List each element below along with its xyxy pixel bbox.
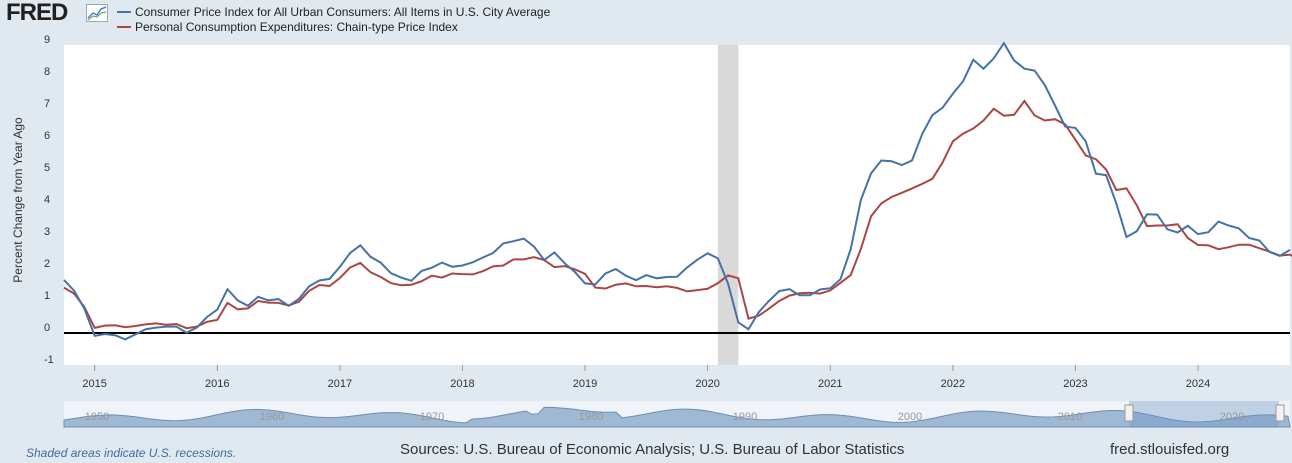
x-tick-label: 2016	[205, 378, 229, 390]
chart[interactable]: -1 0 1 2 3 4 5 6 7 8 9 2015 2016 2017 2018 2019 2020 202…	[0, 0, 1292, 440]
legend-label-pce: Personal Consumption Expenditures: Chain…	[135, 20, 458, 34]
legend-swatch-cpi	[117, 10, 131, 13]
recession-note: Shaded areas indicate U.S. recessions.	[26, 446, 237, 460]
y-tick-label: 3	[44, 226, 50, 238]
legend-label-cpi: Consumer Price Index for All Urban Consu…	[135, 5, 551, 19]
chart-line-icon	[86, 4, 108, 22]
x-tick-label: 2021	[818, 378, 842, 390]
navigator-handle-left[interactable]	[1124, 404, 1134, 422]
x-tick-label: 2024	[1186, 378, 1210, 390]
y-tick-label: 9	[44, 34, 50, 46]
navigator-tick-label: 1980	[579, 411, 603, 423]
site-link[interactable]: fred.stlouisfed.org	[1110, 441, 1230, 458]
navigator-tick-label: 1990	[733, 411, 757, 423]
navigator-tick-label: 2020	[1220, 411, 1244, 423]
navigator-selection[interactable]	[1129, 401, 1279, 427]
y-tick-label: 6	[44, 130, 50, 142]
legend-swatch-pce	[117, 25, 131, 28]
x-tick-label: 2019	[573, 378, 597, 390]
legend-item-cpi[interactable]: Consumer Price Index for All Urban Consu…	[117, 5, 550, 19]
x-tick-label: 2018	[450, 378, 474, 390]
y-tick-label: -1	[44, 354, 54, 366]
navigator-tick-label: 1960	[260, 411, 284, 423]
plot-background	[64, 45, 1290, 365]
fred-logo[interactable]: FRED	[6, 0, 68, 26]
navigator-handle-right[interactable]	[1275, 404, 1285, 422]
y-tick-label: 5	[44, 162, 50, 174]
legend-item-pce[interactable]: Personal Consumption Expenditures: Chain…	[117, 20, 458, 34]
navigator-area	[63, 406, 1291, 428]
y-tick-label: 1	[44, 290, 50, 302]
navigator-tick-label: 2010	[1058, 411, 1082, 423]
y-tick-label: 2	[44, 258, 50, 270]
recession-band	[717, 45, 739, 365]
navigator-tick-label: 2000	[898, 411, 922, 423]
y-tick-label: 8	[44, 66, 50, 78]
x-tick-label: 2023	[1063, 378, 1087, 390]
x-tick-label: 2020	[695, 378, 719, 390]
sources-text: Sources: U.S. Bureau of Economic Analysi…	[400, 441, 905, 458]
y-tick-label: 7	[44, 98, 50, 110]
y-tick-label: 0	[44, 322, 50, 334]
navigator-tick-label: 1970	[420, 411, 444, 423]
x-tick-label: 2022	[941, 378, 965, 390]
x-tick-label: 2017	[328, 378, 352, 390]
y-tick-label: 4	[44, 194, 50, 206]
navigator-tick-label: 1950	[85, 411, 109, 423]
x-tick-label: 2015	[82, 378, 106, 390]
